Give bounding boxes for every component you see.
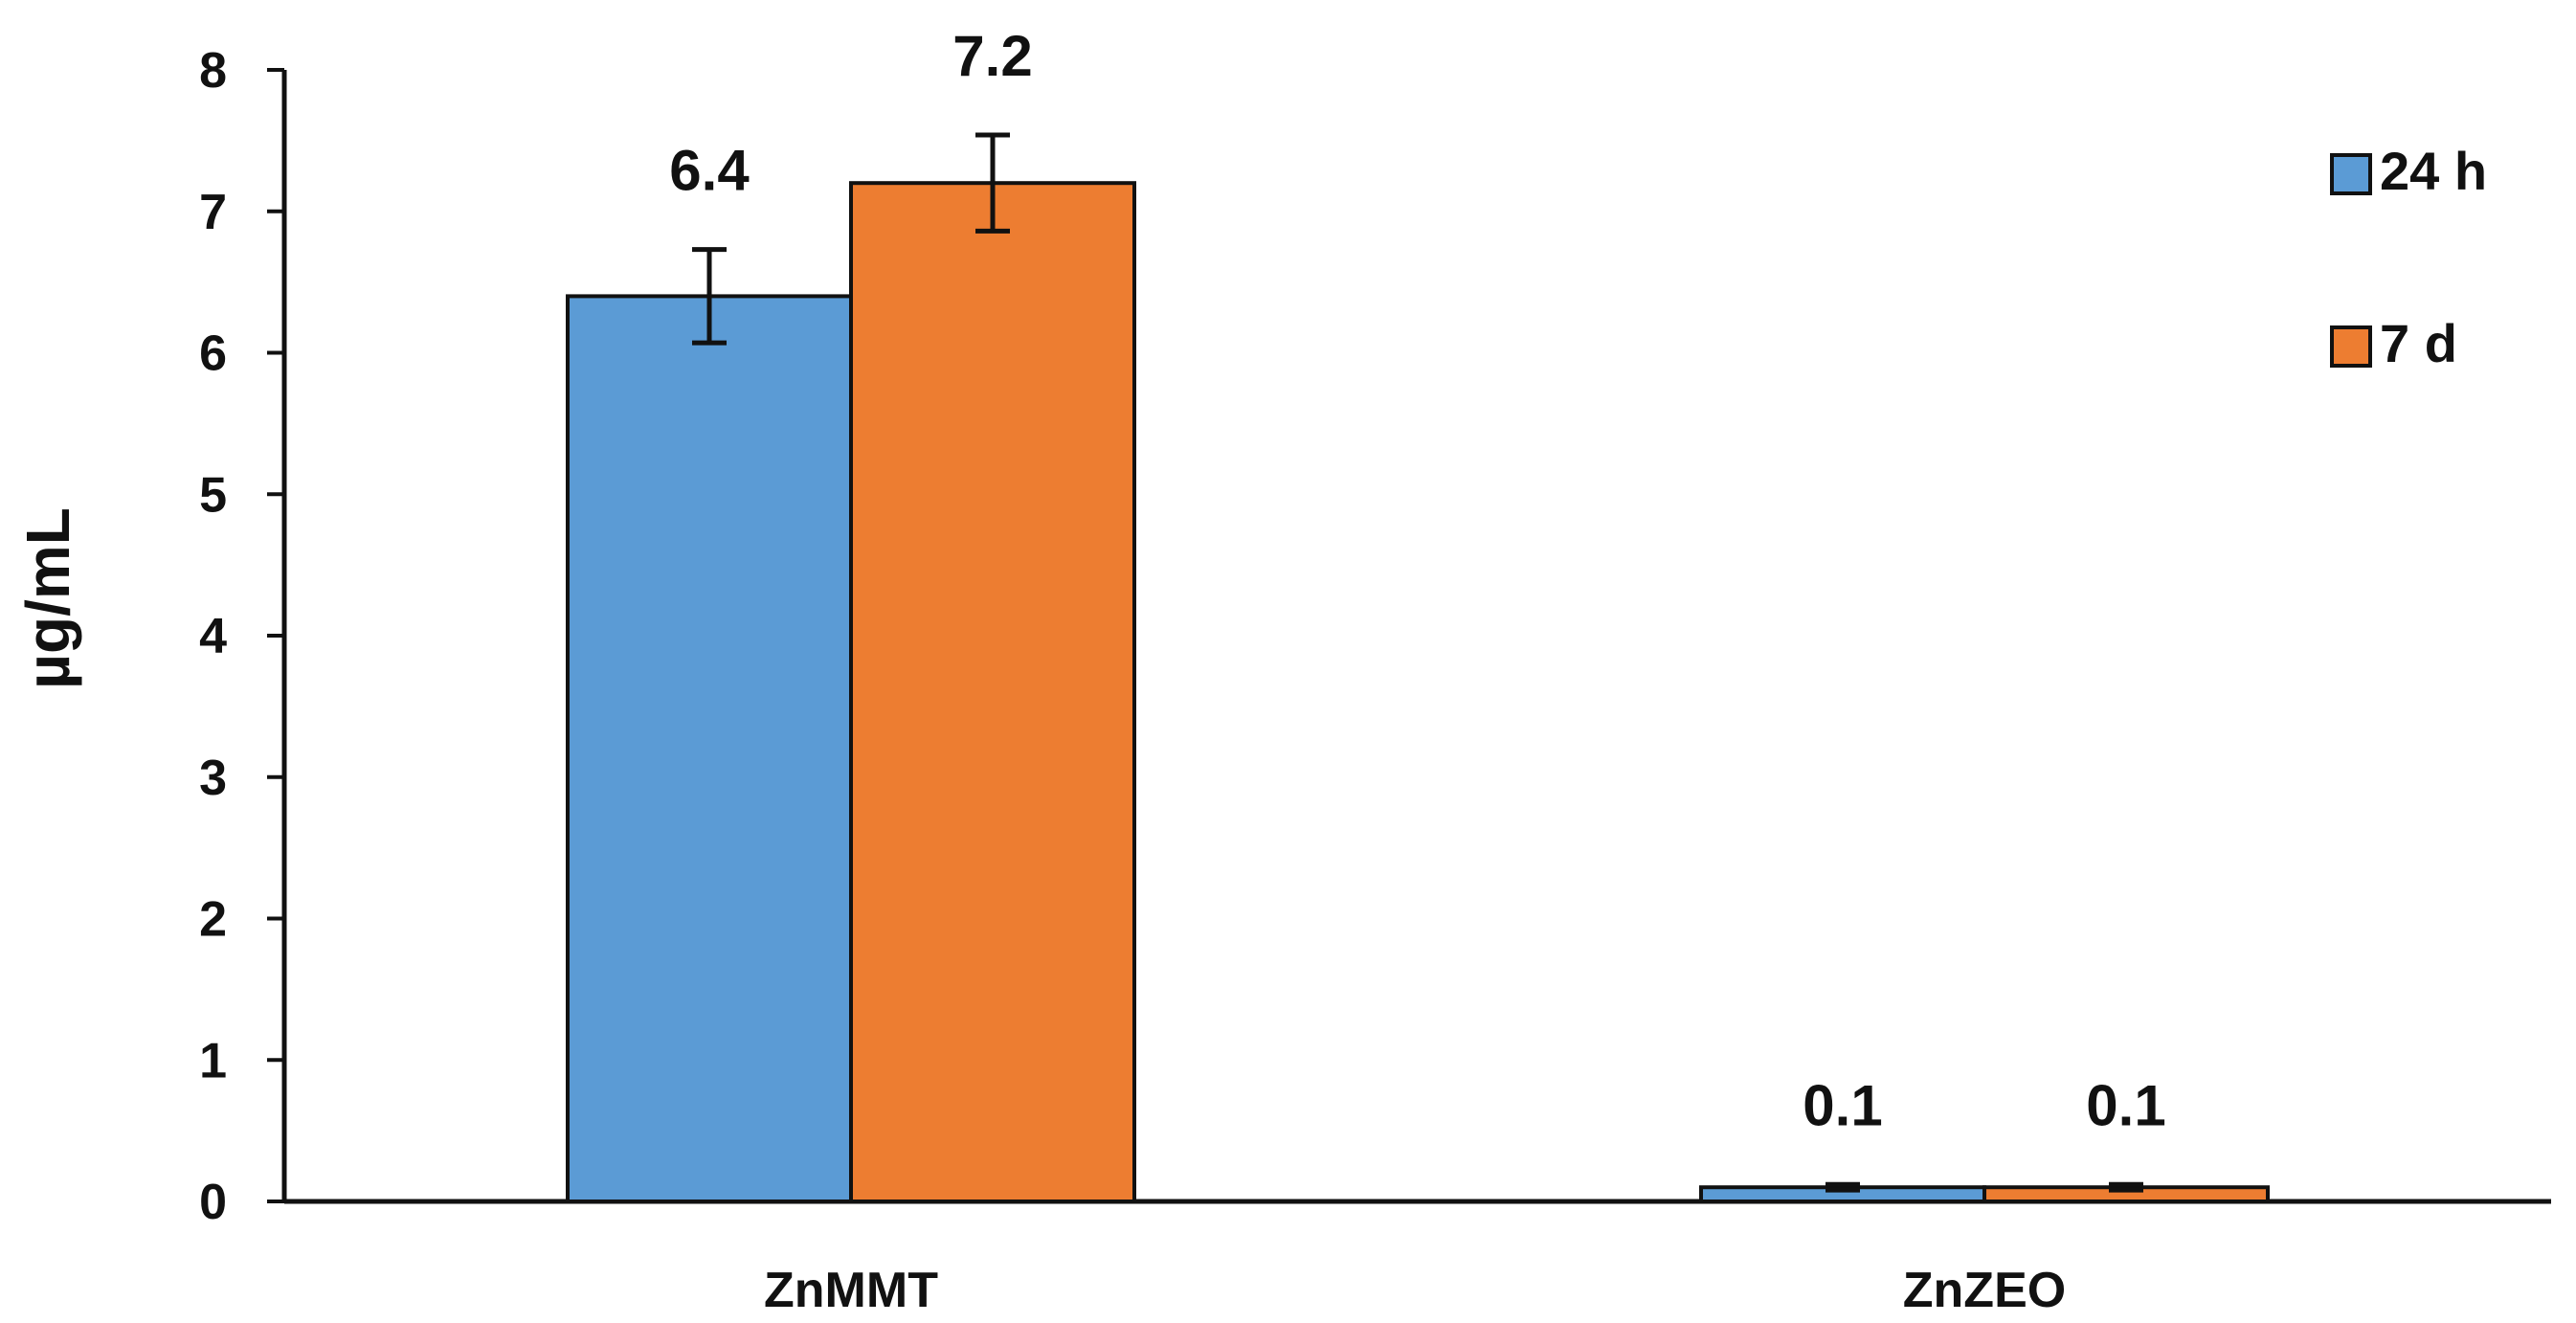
data-label: 0.1 bbox=[1803, 1073, 1882, 1137]
data-label: 7.2 bbox=[952, 24, 1032, 88]
legend: 24 h 7 d bbox=[2330, 141, 2487, 373]
legend-label: 24 h bbox=[2380, 141, 2487, 201]
y-tick-label: 8 bbox=[199, 43, 227, 99]
y-tick-label: 5 bbox=[199, 467, 227, 523]
y-tick-label: 2 bbox=[199, 892, 227, 948]
legend-label: 7 d bbox=[2380, 313, 2457, 373]
data-labels: 6.4 7.2 0.1 0.1 bbox=[669, 24, 2165, 1137]
category-label: ZnMMT bbox=[764, 1263, 938, 1318]
y-tick-label: 7 bbox=[199, 185, 227, 240]
bar bbox=[566, 294, 853, 1203]
error-bars bbox=[692, 132, 2143, 1193]
y-tick-label: 1 bbox=[199, 1033, 227, 1088]
legend-swatch bbox=[2330, 325, 2372, 368]
y-axis-title: µg/mL bbox=[13, 507, 82, 689]
y-tick-label: 3 bbox=[199, 751, 227, 806]
category-labels: ZnMMT ZnZEO bbox=[764, 1263, 2066, 1318]
bar bbox=[849, 181, 1136, 1204]
legend-swatch bbox=[2330, 153, 2372, 195]
y-tick-label: 6 bbox=[199, 326, 227, 382]
y-tick-label: 4 bbox=[199, 609, 227, 664]
bars bbox=[566, 181, 2270, 1204]
data-label: 0.1 bbox=[2086, 1073, 2165, 1137]
y-ticks: 0 1 2 3 4 5 6 7 8 bbox=[199, 43, 284, 1230]
y-tick-label: 0 bbox=[199, 1175, 227, 1230]
category-label: ZnZEO bbox=[1903, 1263, 2066, 1318]
data-label: 6.4 bbox=[669, 139, 750, 203]
